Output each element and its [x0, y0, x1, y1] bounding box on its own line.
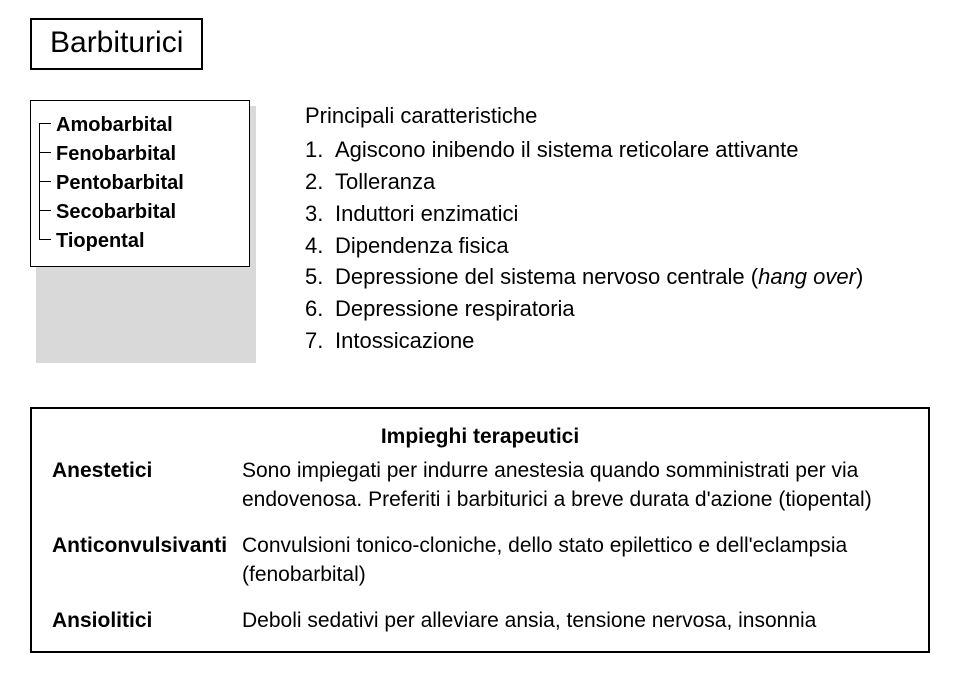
char-num: 7.: [305, 325, 335, 357]
char-num: 6.: [305, 293, 335, 325]
page-title: Barbiturici: [50, 26, 183, 59]
page-title-box: Barbiturici: [30, 18, 203, 70]
drug-list-container: Amobarbital Fenobarbital Pentobarbital S…: [30, 100, 250, 357]
drug-item: Tiopental: [56, 227, 239, 256]
use-text: Deboli sedativi per alleviare ansia, ten…: [242, 607, 908, 635]
use-text: Sono impiegati per indurre anestesia qua…: [242, 457, 908, 514]
drug-list: Amobarbital Fenobarbital Pentobarbital S…: [30, 100, 250, 267]
upper-section: Amobarbital Fenobarbital Pentobarbital S…: [30, 100, 930, 357]
use-row: Anestetici Sono impiegati per indurre an…: [52, 457, 908, 514]
char-item: 3.Induttori enzimatici: [305, 198, 863, 230]
char-num: 5.: [305, 261, 335, 293]
char-item: 5.Depressione del sistema nervoso centra…: [305, 261, 863, 293]
drug-item: Pentobarbital: [56, 169, 239, 198]
use-label: Anestetici: [52, 457, 242, 514]
therapeutic-uses-box: Impieghi terapeutici Anestetici Sono imp…: [30, 407, 930, 653]
use-label: Anticonvulsivanti: [52, 532, 242, 589]
char-text: Induttori enzimatici: [335, 198, 518, 230]
char-item: 1.Agiscono inibendo il sistema reticolar…: [305, 134, 863, 166]
uses-heading: Impieghi terapeutici: [52, 423, 908, 451]
char-text: Depressione del sistema nervoso centrale…: [335, 261, 863, 293]
char-num: 1.: [305, 134, 335, 166]
use-label: Ansiolitici: [52, 607, 242, 635]
char-text: Agiscono inibendo il sistema reticolare …: [335, 134, 798, 166]
drug-item: Fenobarbital: [56, 140, 239, 169]
characteristics-list: Principali caratteristiche 1.Agiscono in…: [305, 100, 863, 357]
tree-tick: [39, 181, 51, 182]
char-num: 2.: [305, 166, 335, 198]
tree-tick: [39, 152, 51, 153]
drug-item: Secobarbital: [56, 198, 239, 227]
use-row: Ansiolitici Deboli sedativi per alleviar…: [52, 607, 908, 635]
tree-tick: [39, 123, 51, 124]
use-row: Anticonvulsivanti Convulsioni tonico-clo…: [52, 532, 908, 589]
char-text: Intossicazione: [335, 325, 474, 357]
char-item: 4.Dipendenza fisica: [305, 230, 863, 262]
drug-item: Amobarbital: [56, 111, 239, 140]
char-text: Tolleranza: [335, 166, 435, 198]
use-text: Convulsioni tonico-cloniche, dello stato…: [242, 532, 908, 589]
char-num: 3.: [305, 198, 335, 230]
tree-tick: [39, 210, 51, 211]
tree-tick: [39, 239, 51, 240]
char-text: Depressione respiratoria: [335, 293, 575, 325]
char-num: 4.: [305, 230, 335, 262]
characteristics-heading: Principali caratteristiche: [305, 100, 863, 132]
char-item: 2.Tolleranza: [305, 166, 863, 198]
char-item: 6.Depressione respiratoria: [305, 293, 863, 325]
characteristics-items: 1.Agiscono inibendo il sistema reticolar…: [305, 134, 863, 357]
char-item: 7.Intossicazione: [305, 325, 863, 357]
char-text: Dipendenza fisica: [335, 230, 509, 262]
